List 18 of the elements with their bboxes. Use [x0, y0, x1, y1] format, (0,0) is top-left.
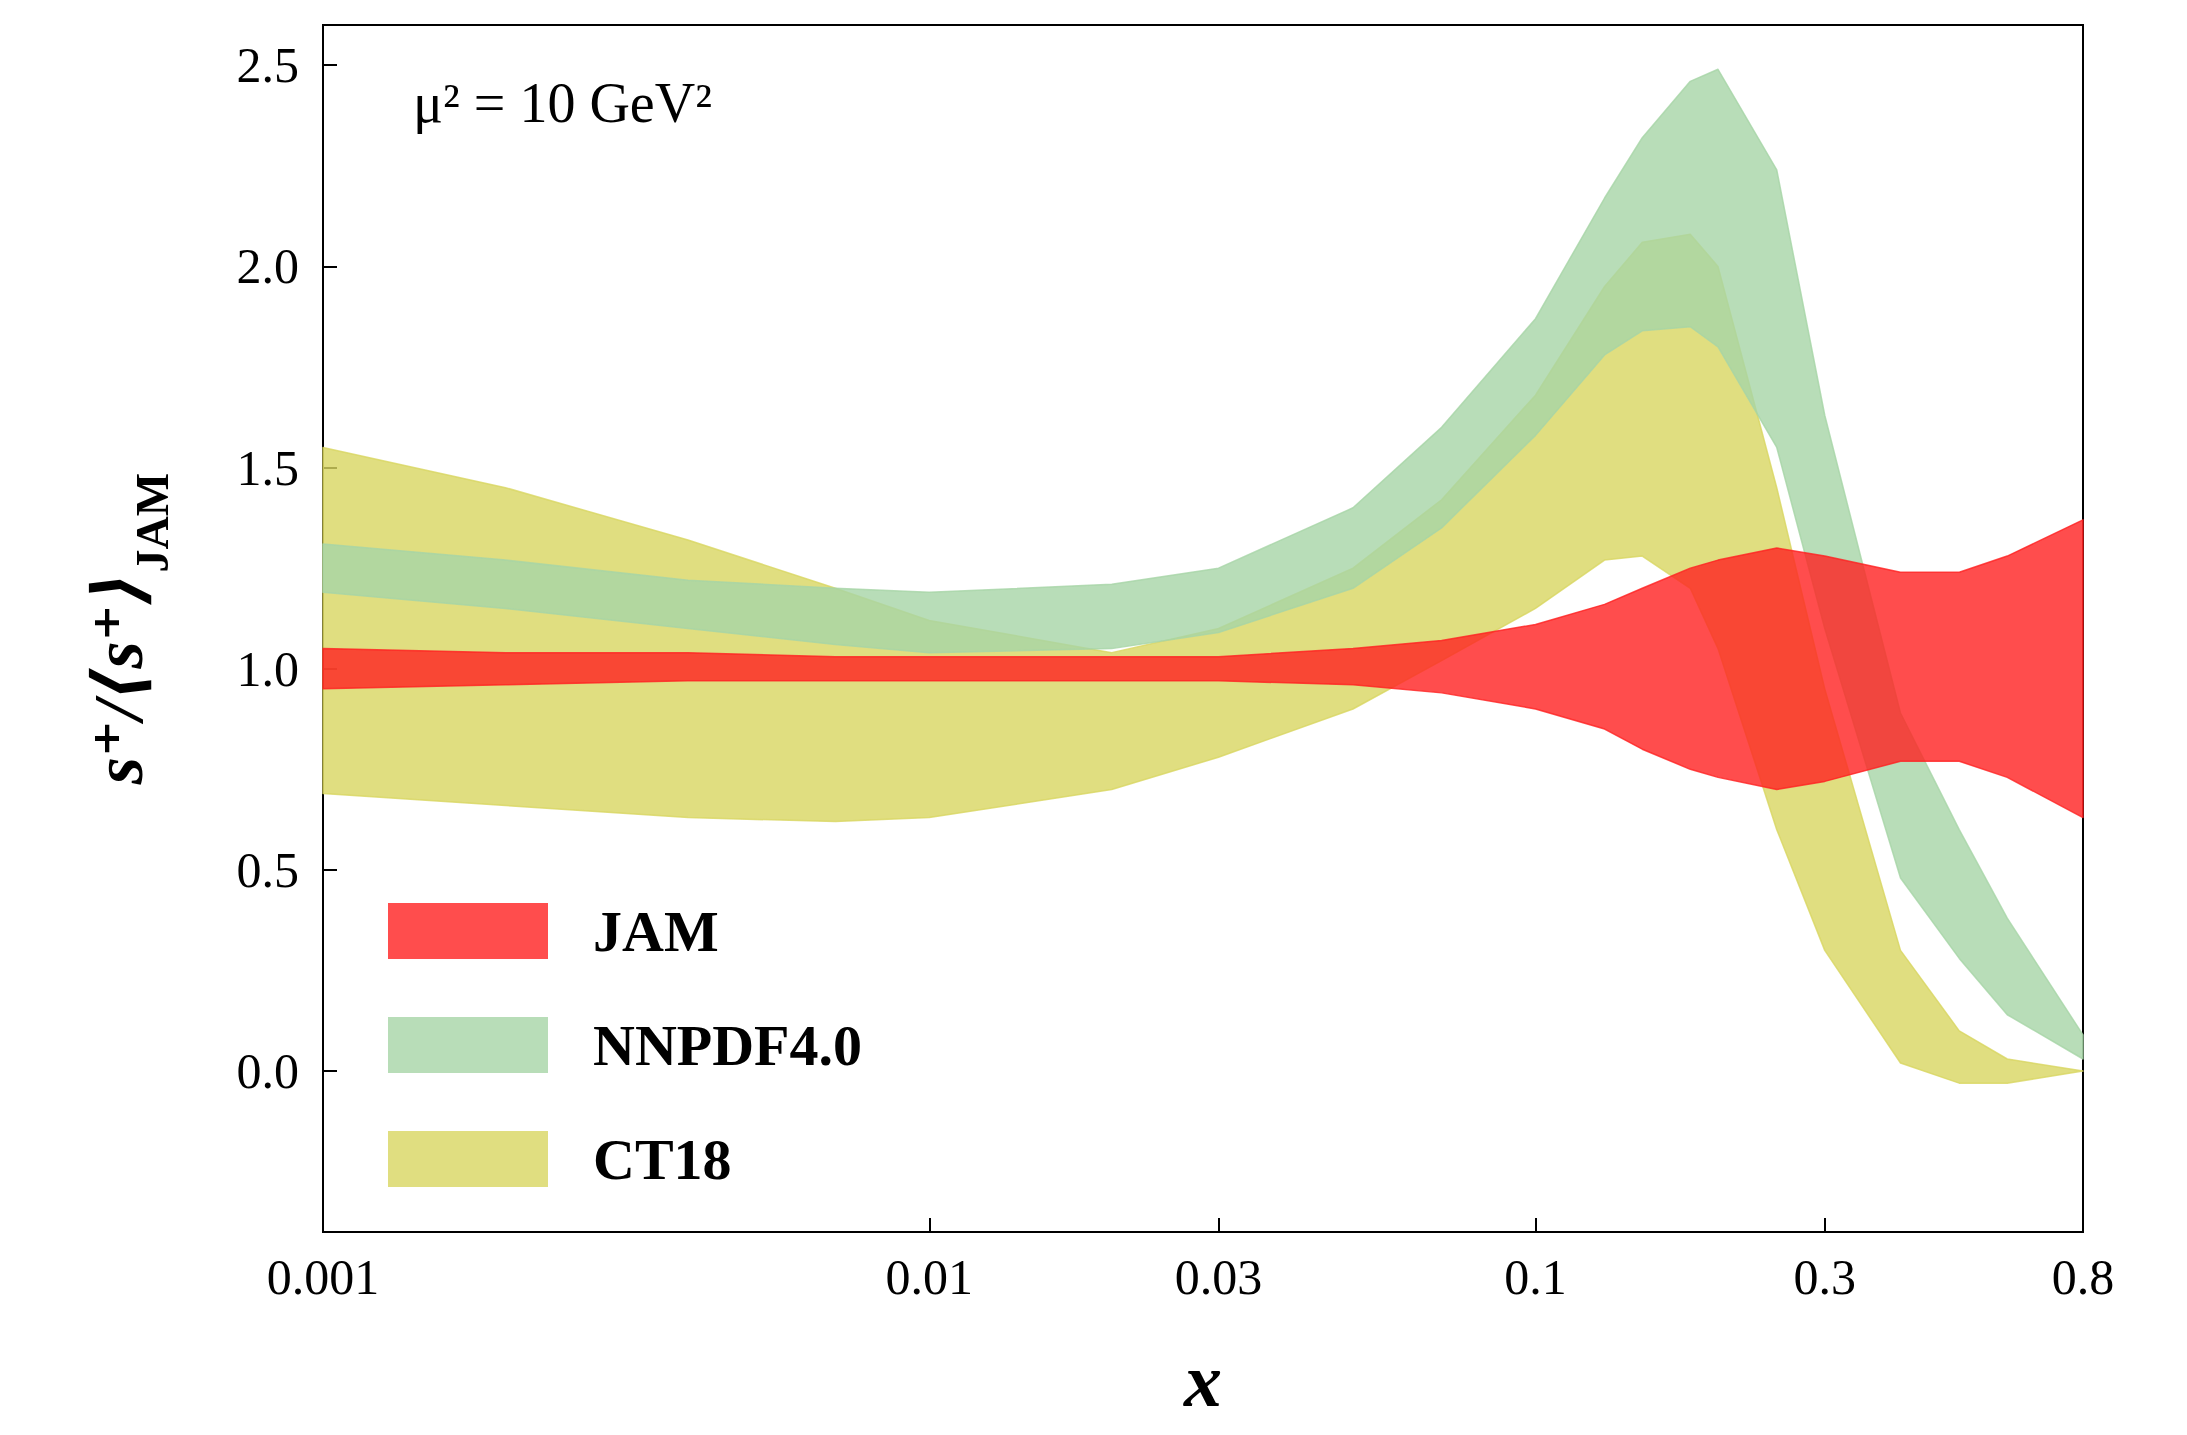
y-tick-label: 1.0	[236, 640, 299, 697]
legend-label: CT18	[593, 1126, 732, 1192]
y-tick-label: 2.0	[236, 238, 299, 295]
x-tick-label: 0.3	[1793, 1249, 1857, 1305]
x-tick-label: 0.01	[885, 1249, 973, 1305]
y-tick-label: 2.5	[236, 37, 299, 94]
x-tick-label: 0.001	[266, 1249, 380, 1305]
y-tick-label: 0.0	[236, 1043, 299, 1100]
y-axis-title: s⁺/⟨s⁺⟩JAM	[79, 472, 178, 786]
x-tick-label: 0.8	[2051, 1249, 2115, 1305]
legend-label: NNPDF4.0	[593, 1012, 863, 1078]
x-axis-title: x	[1183, 1338, 1222, 1422]
x-tick-label: 0.1	[1504, 1249, 1567, 1305]
x-tick-label: 0.03	[1174, 1249, 1263, 1305]
y-tick-label: 0.5	[236, 841, 299, 898]
annotation: μ² = 10 GeV²	[413, 72, 712, 134]
legend-label: JAM	[593, 898, 719, 964]
y-tick-label: 1.5	[236, 439, 299, 496]
